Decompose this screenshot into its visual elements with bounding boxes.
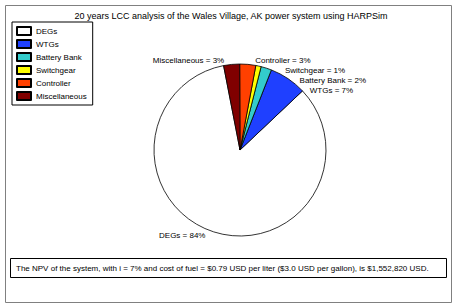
svg-text:Miscellaneous = 3%: Miscellaneous = 3% xyxy=(153,56,224,65)
svg-text:Miscellaneous: Miscellaneous xyxy=(36,92,87,101)
svg-text:The NPV of the system, with i: The NPV of the system, with i = 7% and c… xyxy=(16,264,429,273)
svg-text:Battery Bank: Battery Bank xyxy=(36,53,83,62)
svg-text:Controller: Controller xyxy=(36,79,71,88)
svg-text:Controller = 3%: Controller = 3% xyxy=(255,56,310,65)
svg-text:Battery Bank = 2%: Battery Bank = 2% xyxy=(300,76,366,85)
svg-text:WTGs = 7%: WTGs = 7% xyxy=(310,86,353,95)
svg-text:20 years LCC analysis of the W: 20 years LCC analysis of the Wales Villa… xyxy=(74,11,387,21)
svg-text:Switchgear = 1%: Switchgear = 1% xyxy=(285,66,345,75)
svg-text:WTGs: WTGs xyxy=(36,40,59,49)
svg-text:DEGs = 84%: DEGs = 84% xyxy=(159,231,205,240)
svg-text:DEGs: DEGs xyxy=(36,27,57,36)
svg-text:Switchgear: Switchgear xyxy=(36,66,76,75)
